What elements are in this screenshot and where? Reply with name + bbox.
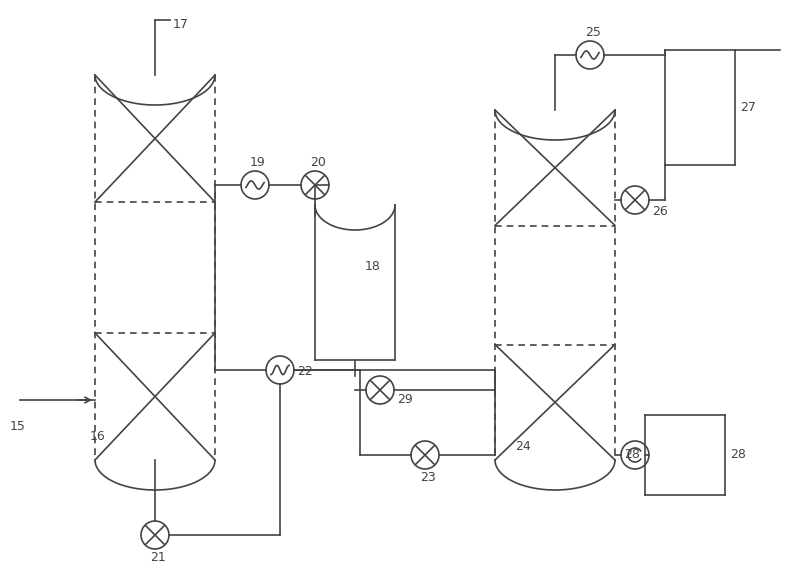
Text: 17: 17 [173, 18, 189, 31]
Text: 18: 18 [365, 260, 381, 273]
Text: 27: 27 [740, 101, 756, 113]
Text: 16: 16 [90, 430, 106, 443]
Text: 21: 21 [150, 551, 166, 564]
Text: 19: 19 [250, 156, 266, 169]
Text: 22: 22 [297, 365, 313, 378]
Text: 28: 28 [624, 449, 640, 462]
Text: 29: 29 [397, 393, 413, 406]
Text: 15: 15 [10, 420, 26, 433]
Text: 28: 28 [730, 449, 746, 462]
Text: 24: 24 [515, 440, 530, 453]
Text: 26: 26 [652, 205, 668, 218]
Text: 20: 20 [310, 156, 326, 169]
Text: 25: 25 [585, 26, 601, 39]
Text: 23: 23 [420, 471, 436, 484]
